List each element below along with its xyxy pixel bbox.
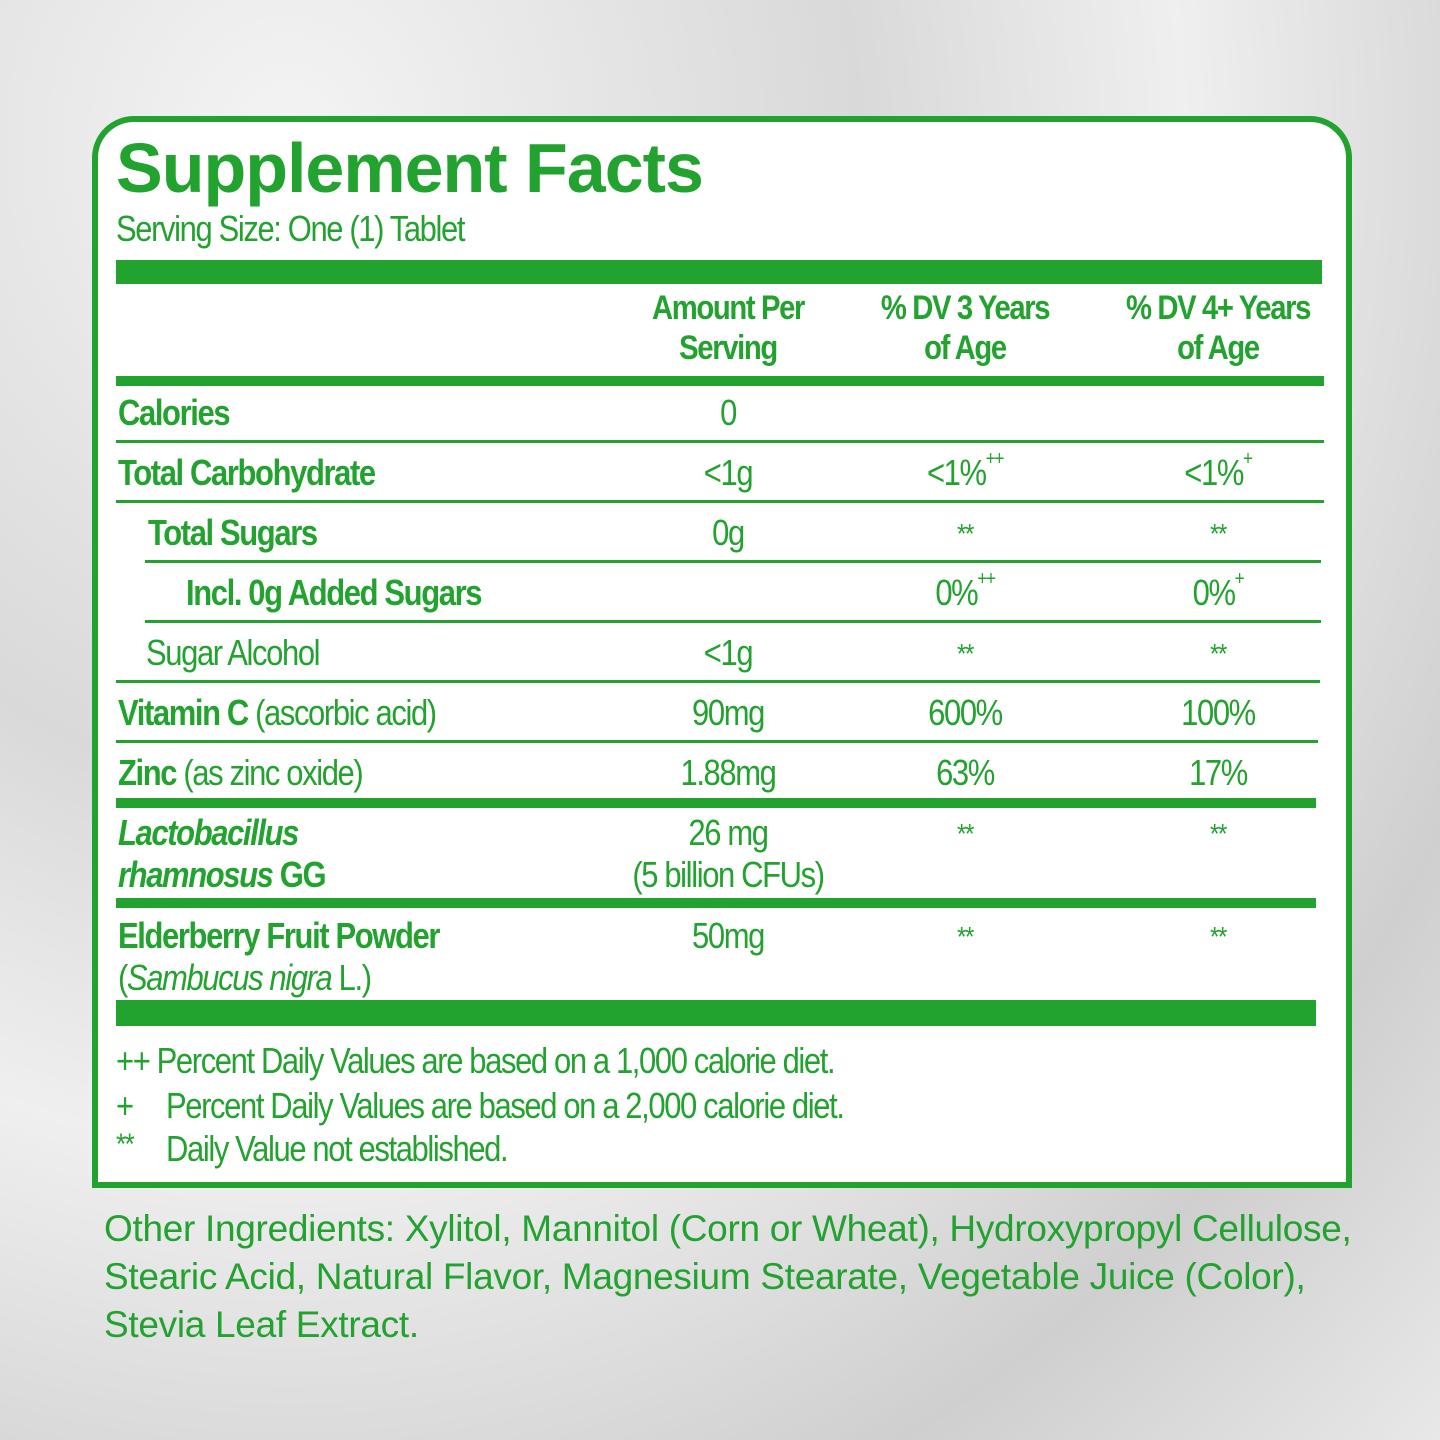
amount-per-serving: 90mg (692, 692, 765, 733)
dv-4-years: ** (1210, 638, 1227, 669)
col-header-amount: Amount Per Serving (652, 289, 805, 367)
row-divider (116, 440, 1324, 443)
nutrient-name: Elderberry Fruit Powder (Sambucus nigra L… (118, 915, 440, 998)
dv-3-years: ** (957, 518, 974, 549)
serving-size: Serving Size: One (1) Tablet (116, 208, 465, 249)
amount-per-serving: 0g (712, 512, 745, 553)
footnote-text: Percent Daily Values are based on a 2,00… (166, 1085, 845, 1126)
amount-per-serving: <1g (703, 632, 754, 673)
amount-per-serving: 0 (720, 392, 737, 433)
dv-3-years: <1%++ (926, 448, 1004, 493)
nutrient-name: Total Sugars (148, 512, 318, 553)
dv-4-years: ** (1210, 518, 1227, 549)
dv-4-years: 100% (1181, 692, 1256, 733)
nutrient-name: Total Carbohydrate (118, 452, 376, 493)
row-divider (116, 798, 1316, 808)
dv-4-years: 0%+ (1192, 568, 1245, 613)
footnote: ++ Percent Daily Values are based on a 1… (116, 1040, 836, 1081)
row-divider (116, 898, 1316, 908)
amount-per-serving: 1.88mg (680, 752, 776, 793)
dv-3-years: 63% (936, 752, 995, 793)
row-divider (145, 560, 1321, 563)
dv-3-years: ** (957, 921, 974, 952)
dv-4-years: <1%+ (1184, 448, 1253, 493)
panel-title: Supplement Facts (116, 129, 704, 207)
divider-thick (116, 260, 1322, 284)
row-divider (116, 740, 1318, 743)
nutrient-name: Incl. 0g Added Sugars (186, 572, 482, 613)
divider-thick (116, 1000, 1316, 1026)
dv-3-years: 600% (928, 692, 1003, 733)
col-header-dv3: % DV 3 Years of Age (880, 289, 1051, 367)
footnote: + (116, 1085, 134, 1126)
nutrient-name: Sugar Alcohol (146, 632, 321, 673)
other-ingredients: Other Ingredients: Xylitol, Mannitol (Co… (104, 1208, 1352, 1345)
amount-per-serving: 50mg (692, 915, 765, 956)
amount-per-serving: <1g (703, 452, 754, 493)
nutrient-name: Calories (118, 392, 231, 433)
dv-4-years: 17% (1189, 752, 1248, 793)
col-header-dv4: % DV 4+ Years of Age (1126, 289, 1311, 367)
dv-3-years: 0%++ (935, 568, 996, 613)
nutrient-name: Lactobacillus rhamnosus GG (118, 812, 327, 895)
divider-medium (116, 376, 1324, 386)
nutrient-name: Zinc (as zinc oxide) (118, 752, 364, 793)
dv-4-years: ** (1210, 818, 1227, 849)
row-divider (116, 680, 1320, 683)
nutrient-name: Vitamin C (ascorbic acid) (118, 692, 437, 733)
dv-4-years: ** (1210, 921, 1227, 952)
row-divider (116, 500, 1324, 503)
row-divider (145, 620, 1321, 623)
footnote-text: Daily Value not established. (166, 1128, 509, 1169)
dv-3-years: ** (957, 638, 974, 669)
footnote: ** (116, 1128, 135, 1161)
amount-per-serving: 26 mg (5 billion CFUs) (632, 812, 825, 895)
dv-3-years: ** (957, 818, 974, 849)
